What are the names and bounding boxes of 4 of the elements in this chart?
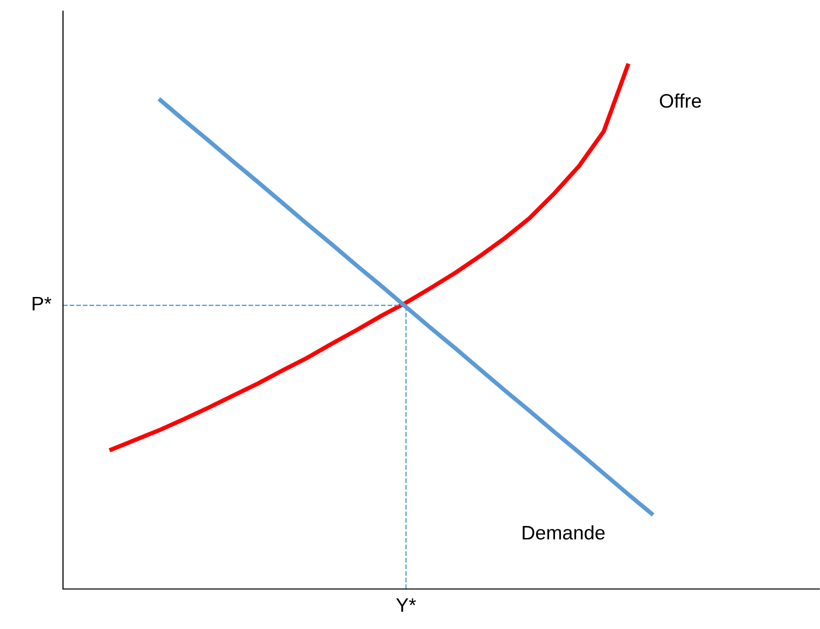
text: Y* (396, 598, 416, 612)
text: Offre (660, 94, 701, 108)
text: Demande (522, 525, 605, 540)
ref-line-label: P* (32, 296, 52, 310)
